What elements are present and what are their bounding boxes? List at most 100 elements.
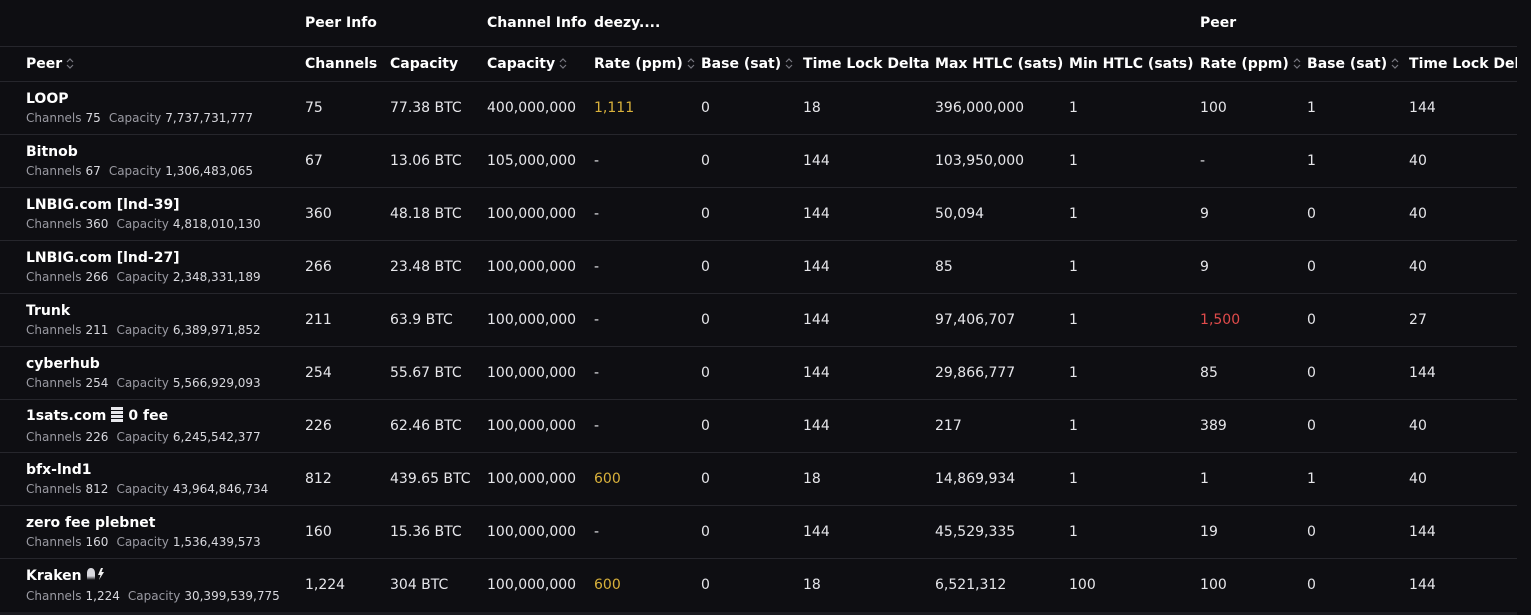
- peer-name[interactable]: LNBIG.com [lnd-39]: [26, 197, 180, 213]
- sort-icon[interactable]: [785, 58, 793, 69]
- cell-rate: -: [594, 399, 702, 453]
- cell-channel-capacity: 100,000,000: [487, 505, 595, 559]
- cell-channels: 211: [305, 293, 390, 347]
- cell-max-htlc: 217: [935, 399, 1070, 453]
- table-row[interactable]: Bitnob Channels 67 Capacity 1,306,483,065 67 1…: [0, 134, 1517, 188]
- cell-time-lock-delta: 144: [803, 134, 936, 188]
- col-header-peer-time-lock-delta[interactable]: Time Lock Delta: [1409, 46, 1517, 82]
- cell-peer-time-lock-delta: 40: [1409, 399, 1517, 453]
- peer-name[interactable]: zero fee plebnet: [26, 515, 156, 531]
- cell-channel-capacity: 100,000,000: [487, 399, 595, 453]
- cell-peer[interactable]: LNBIG.com [lnd-27] Channels 266 Capacity 2,3…: [0, 240, 305, 294]
- table-row[interactable]: bfx-lnd1 Channels 812 Capacity 43,964,846,73…: [0, 452, 1517, 506]
- col-header-peer-rate-label: Rate (ppm): [1200, 56, 1289, 72]
- group-blank: [0, 0, 305, 47]
- vertical-scrollbar[interactable]: [1517, 0, 1531, 615]
- table-row[interactable]: LOOP Channels 75 Capacity 7,737,731,777 75 77.…: [0, 81, 1517, 135]
- cell-peer[interactable]: cyberhub Channels 254 Capacity 5,566,929,093: [0, 346, 305, 400]
- peer-summary-capacity-label: Capacity: [116, 376, 169, 390]
- peer-summary: Channels 360 Capacity 4,818,010,130: [26, 216, 305, 232]
- table-row[interactable]: LNBIG.com [lnd-39] Channels 360 Capacity 4,8…: [0, 187, 1517, 241]
- peer-name[interactable]: LOOP: [26, 91, 69, 107]
- cell-rate: -: [594, 187, 702, 241]
- col-header-rate[interactable]: Rate (ppm): [594, 46, 702, 82]
- peer-summary-capacity-value: 6,389,971,852: [172, 323, 261, 337]
- peer-name[interactable]: cyberhub: [26, 356, 100, 372]
- table-row[interactable]: cyberhub Channels 254 Capacity 5,566,929,093…: [0, 346, 1517, 400]
- horizontal-scrollbar[interactable]: [0, 612, 1517, 615]
- cell-peer[interactable]: bfx-lnd1 Channels 812 Capacity 43,964,846,73…: [0, 452, 305, 506]
- cell-time-lock-delta: 144: [803, 505, 936, 559]
- col-header-peer-rate[interactable]: Rate (ppm): [1200, 46, 1308, 82]
- cell-max-htlc: 103,950,000: [935, 134, 1070, 188]
- col-header-peer-base[interactable]: Base (sat): [1307, 46, 1410, 82]
- col-header-channels[interactable]: Channels: [305, 46, 390, 82]
- sort-icon[interactable]: [66, 58, 74, 69]
- table-row[interactable]: Kraken Channels 1,224 Capacity 30,399,539,77…: [0, 559, 1517, 612]
- cell-channel-capacity: 100,000,000: [487, 293, 595, 347]
- peer-name[interactable]: 1sats.com: [26, 408, 107, 424]
- col-header-channel-capacity[interactable]: Capacity: [487, 46, 595, 82]
- cell-time-lock-delta: 144: [803, 399, 936, 453]
- peer-name[interactable]: LNBIG.com [lnd-27]: [26, 250, 180, 266]
- cell-peer[interactable]: 1sats.com 0 fee Channels 226 Capacity 6,245,5…: [0, 399, 305, 453]
- cell-peer-time-lock-delta: 144: [1409, 577, 1436, 593]
- cell-peer-base: 0: [1307, 505, 1410, 559]
- cell-peer[interactable]: LNBIG.com [lnd-39] Channels 360 Capacity 4,8…: [0, 187, 305, 241]
- cell-channels: 160: [305, 505, 390, 559]
- cell-peer-rate: 19: [1200, 505, 1308, 559]
- cell-channels: 75: [305, 81, 390, 135]
- peer-summary-capacity-label: Capacity: [116, 482, 169, 496]
- sort-icon[interactable]: [559, 58, 567, 69]
- cell-channels: 67: [305, 134, 390, 188]
- cell-peer[interactable]: Bitnob Channels 67 Capacity 1,306,483,065: [0, 134, 305, 188]
- cell-peer[interactable]: LOOP Channels 75 Capacity 7,737,731,777: [0, 81, 305, 135]
- peer-name[interactable]: bfx-lnd1: [26, 462, 92, 478]
- cell-rate: -: [594, 346, 702, 400]
- peer-name-suffix: 0 fee: [128, 408, 169, 424]
- peer-name[interactable]: Bitnob: [26, 144, 78, 160]
- cell-peer[interactable]: Kraken Channels 1,224 Capacity 30,399,539,77…: [0, 559, 305, 612]
- table-row[interactable]: 1sats.com 0 fee Channels 226 Capacity 6,245,5…: [0, 399, 1517, 453]
- cell-peer-rate: 100: [1200, 577, 1227, 593]
- cell-peer[interactable]: zero fee plebnet Channels 160 Capacity 1,536…: [0, 505, 305, 559]
- peer-summary-channels-label: Channels: [26, 376, 82, 390]
- cell-rate: -: [594, 134, 702, 188]
- cell-peer-time-lock-delta: 40: [1409, 452, 1517, 506]
- table-row[interactable]: LNBIG.com [lnd-27] Channels 266 Capacity 2,3…: [0, 240, 1517, 294]
- col-header-time-lock-delta[interactable]: Time Lock Delta: [803, 46, 936, 82]
- col-header-max-htlc[interactable]: Max HTLC (sats): [935, 46, 1070, 82]
- cell-peer[interactable]: Trunk Channels 211 Capacity 6,389,971,852: [0, 293, 305, 347]
- cell-min-htlc: 1: [1069, 346, 1201, 400]
- col-header-base[interactable]: Base (sat): [701, 46, 804, 82]
- sort-icon[interactable]: [1293, 58, 1301, 69]
- sort-icon[interactable]: [1391, 58, 1399, 69]
- peer-summary: Channels 812 Capacity 43,964,846,734: [26, 481, 305, 497]
- peer-summary-capacity-value: 7,737,731,777: [165, 111, 254, 125]
- peer-summary-channels-label: Channels: [26, 535, 82, 549]
- peer-summary-channels-label: Channels: [26, 111, 82, 125]
- peer-name-line: LNBIG.com [lnd-27]: [26, 249, 305, 267]
- col-header-peer[interactable]: Peer: [0, 46, 305, 82]
- table-row[interactable]: Trunk Channels 211 Capacity 6,389,971,852 211…: [0, 293, 1517, 347]
- col-header-base-label: Base (sat): [701, 56, 782, 72]
- cell-peer-rate: 100: [1200, 81, 1308, 135]
- peer-summary-channels-value: 360: [85, 217, 109, 231]
- col-header-rate-label: Rate (ppm): [594, 56, 683, 72]
- cell-time-lock-delta: 18: [803, 81, 936, 135]
- col-header-capacity[interactable]: Capacity: [390, 46, 488, 82]
- cell-capacity: 77.38 BTC: [390, 81, 488, 135]
- peer-name[interactable]: Trunk: [26, 303, 71, 319]
- cell-channel-capacity: 105,000,000: [487, 134, 595, 188]
- col-header-min-htlc[interactable]: Min HTLC (sats): [1069, 46, 1201, 82]
- peer-summary-channels-value: 226: [85, 430, 109, 444]
- cell-capacity: 62.46 BTC: [390, 399, 488, 453]
- peer-summary-channels-value: 211: [85, 323, 109, 337]
- peer-name[interactable]: Kraken: [26, 567, 82, 584]
- cell-max-htlc: 97,406,707: [935, 293, 1070, 347]
- table-row[interactable]: zero fee plebnet Channels 160 Capacity 1,536…: [0, 505, 1517, 559]
- peer-name-line: bfx-lnd1: [26, 461, 305, 479]
- cell-peer-time-lock-delta: 144: [1409, 346, 1517, 400]
- sort-icon[interactable]: [687, 58, 695, 69]
